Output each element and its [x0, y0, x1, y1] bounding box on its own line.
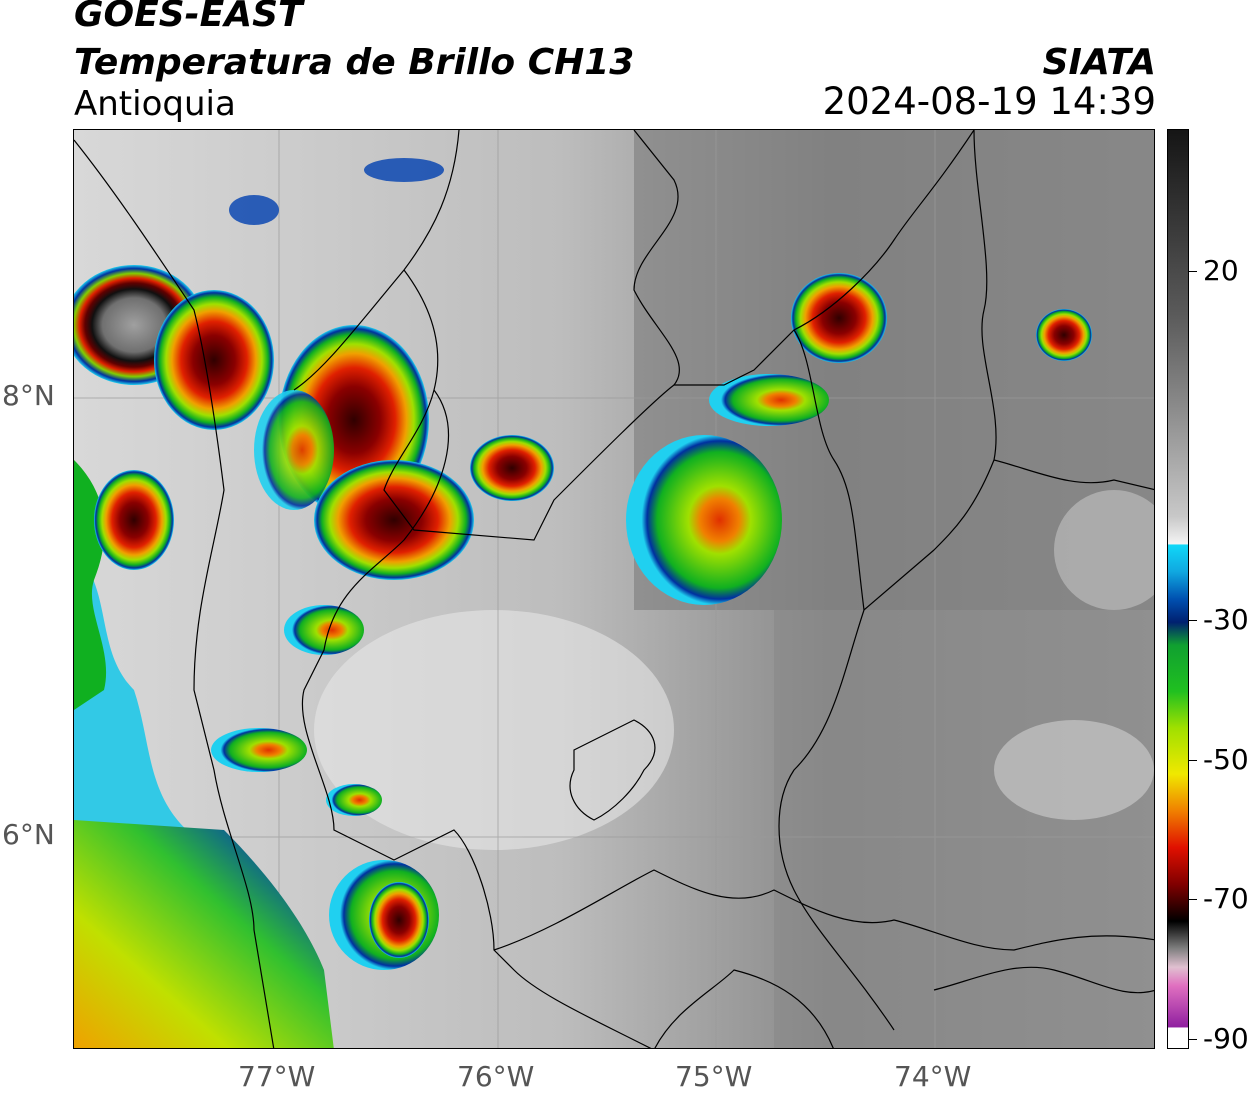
- southwest-convection: [74, 820, 334, 1048]
- lat-label-8n: 8°N: [2, 379, 55, 412]
- political-boundaries: [74, 130, 1154, 1048]
- storm-cell-center: [470, 435, 554, 501]
- lon-label-77w: 77°W: [238, 1060, 316, 1093]
- colorbar-gradient: [1168, 130, 1188, 1048]
- datetime-label: 2024-08-19 14:39: [822, 80, 1156, 123]
- satellite-title: GOES-EAST: [74, 0, 303, 35]
- colorbar-tick-minus90: -90: [1203, 1022, 1249, 1055]
- temperature-colorbar: [1167, 129, 1189, 1049]
- colorbar-tick-minus50: -50: [1203, 743, 1249, 776]
- colorbar-tick-minus30: -30: [1203, 603, 1249, 636]
- storm-cell-magdalena: [791, 273, 887, 363]
- lat-label-6n: 6°N: [2, 818, 55, 851]
- colorbar-tick-minus70: -70: [1203, 882, 1249, 915]
- map-canvas: [74, 130, 1154, 1048]
- product-title: Temperatura de Brillo CH13: [74, 42, 635, 83]
- satellite-map[interactable]: [73, 129, 1155, 1049]
- lon-label-74w: 74°W: [894, 1060, 972, 1093]
- colorbar-tick-20: 20: [1203, 254, 1239, 287]
- lon-label-76w: 76°W: [457, 1060, 535, 1093]
- graticule: [74, 130, 1154, 1048]
- source-label: SIATA: [1042, 42, 1156, 83]
- storm-cell-east: [626, 435, 782, 605]
- lon-label-75w: 75°W: [675, 1060, 753, 1093]
- region-label: Antioquia: [74, 84, 236, 124]
